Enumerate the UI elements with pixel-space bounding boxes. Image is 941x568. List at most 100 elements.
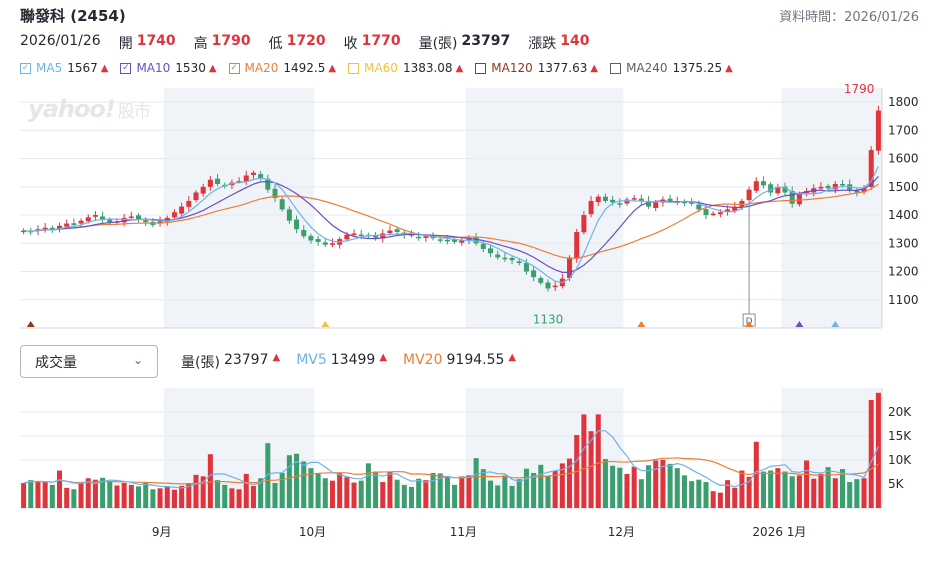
- y-tick-label: 20K: [888, 405, 912, 419]
- candle-body: [595, 196, 601, 203]
- candle-body: [789, 191, 795, 204]
- candle-body: [344, 234, 350, 240]
- ma-name: MA5: [36, 61, 63, 75]
- volume-bar: [789, 476, 795, 508]
- volume-bar: [768, 470, 774, 508]
- candle-body: [681, 201, 687, 204]
- open-value: 1740: [136, 33, 176, 49]
- signal-triangle: [831, 321, 840, 327]
- candle-body: [308, 235, 314, 241]
- candle-body: [480, 243, 486, 249]
- volume-bar: [229, 488, 235, 508]
- checkbox-icon[interactable]: [610, 62, 622, 74]
- volume-bar: [681, 475, 687, 508]
- checkbox-icon[interactable]: ✓: [20, 62, 31, 74]
- mv20-label: MV20: [403, 352, 443, 368]
- candle-body: [545, 282, 551, 289]
- volume-bar: [703, 482, 709, 508]
- page-title: 聯發科 (2454): [20, 7, 126, 25]
- ma-value: 1530: [175, 61, 206, 75]
- candle-body: [408, 234, 415, 236]
- volume-bar: [186, 483, 192, 508]
- candle-body: [638, 198, 644, 202]
- volume-bar: [171, 489, 177, 508]
- candle-body: [775, 186, 781, 194]
- candle-body: [128, 216, 134, 218]
- volume-bar: [861, 478, 867, 508]
- y-tick-label: 1400: [888, 208, 919, 222]
- candle-body: [710, 213, 716, 216]
- volume-bar: [308, 468, 314, 508]
- mv20-value: 9194.55: [446, 352, 505, 368]
- volume-bar: [250, 485, 256, 508]
- volume-bar: [78, 483, 84, 508]
- volume-bar: [818, 473, 824, 508]
- candle-body: [487, 248, 494, 254]
- candle-body: [516, 261, 522, 264]
- candle-body: [452, 239, 458, 242]
- candle-body: [71, 223, 77, 225]
- indicator-select[interactable]: 成交量 ⌄: [20, 345, 158, 378]
- volume-bar: [689, 481, 695, 508]
- volume-bar: [653, 460, 659, 508]
- candle-body: [667, 198, 673, 201]
- low-value: 1720: [286, 33, 326, 49]
- checkbox-icon[interactable]: ✓: [228, 62, 240, 74]
- up-arrow-icon: ▲: [590, 62, 599, 74]
- volume-bar: [473, 458, 479, 508]
- volume-bar: [164, 486, 170, 508]
- y-tick-label: 1600: [888, 152, 919, 166]
- volume-bar: [394, 479, 400, 508]
- candle-body: [602, 196, 608, 201]
- ma-value: 1377.63: [537, 61, 588, 75]
- candle-body: [143, 220, 149, 223]
- volume-bar: [21, 483, 27, 508]
- ma10-line: [23, 175, 879, 273]
- close-label: 收: [343, 36, 358, 52]
- volume-value: 23797: [461, 33, 511, 49]
- volume-bar: [100, 477, 106, 508]
- ma-toggle-ma60[interactable]: MA60 1383.08 ▲: [348, 61, 463, 75]
- quote-summary: 2026/01/26 開 1740 高 1790 低 1720 收 1770 量…: [20, 33, 589, 53]
- signal-triangle: [795, 321, 804, 327]
- volume-bar: [193, 474, 199, 508]
- volume-bar: [179, 485, 185, 508]
- ma-toggle-ma240[interactable]: MA240 1375.25 ▲: [610, 61, 733, 75]
- ma-toggle-ma10[interactable]: ✓ MA10 1530 ▲: [120, 61, 217, 75]
- volume-bar: [272, 483, 278, 508]
- candle-body: [739, 200, 745, 207]
- candle-body: [42, 227, 48, 231]
- signal-triangle: [26, 321, 35, 327]
- volume-bar: [279, 472, 285, 508]
- ma-toggle-ma5[interactable]: ✓ MA5 1567 ▲: [20, 61, 108, 75]
- y-tick-label: 1800: [888, 95, 919, 109]
- candle-body: [121, 217, 127, 223]
- checkbox-icon[interactable]: ✓: [120, 62, 132, 74]
- y-tick-label: 1700: [888, 123, 919, 137]
- candle-body: [588, 200, 594, 215]
- candle-body: [861, 188, 867, 193]
- volume-bar: [509, 485, 515, 508]
- up-arrow-icon: ▲: [100, 62, 109, 74]
- candle-body: [459, 240, 465, 243]
- volume-bar: [710, 491, 716, 508]
- change-label: 漲跌: [528, 36, 557, 52]
- checkbox-icon[interactable]: [348, 62, 360, 74]
- candle-body: [567, 257, 573, 279]
- volume-bar: [64, 487, 70, 508]
- checkbox-icon[interactable]: [475, 62, 487, 74]
- volume-bar: [760, 471, 766, 508]
- volume-bar: [868, 400, 874, 508]
- volume-bar: [595, 414, 601, 508]
- volume-bar: [775, 468, 781, 508]
- candle-body: [107, 219, 113, 223]
- ma-legend: ✓ MA5 1567 ▲ ✓ MA10 1530 ▲ ✓ MA20 1492.5 ▲ MA60 1383.…: [20, 61, 745, 75]
- month-shade: [163, 88, 315, 328]
- volume-bar: [617, 467, 623, 508]
- ma-toggle-ma120[interactable]: MA120 1377.63 ▲: [475, 61, 598, 75]
- ma-toggle-ma20[interactable]: ✓ MA20 1492.5 ▲: [228, 61, 336, 75]
- volume-bar: [215, 480, 221, 508]
- candle-body: [624, 199, 630, 204]
- volume-bar: [753, 441, 759, 508]
